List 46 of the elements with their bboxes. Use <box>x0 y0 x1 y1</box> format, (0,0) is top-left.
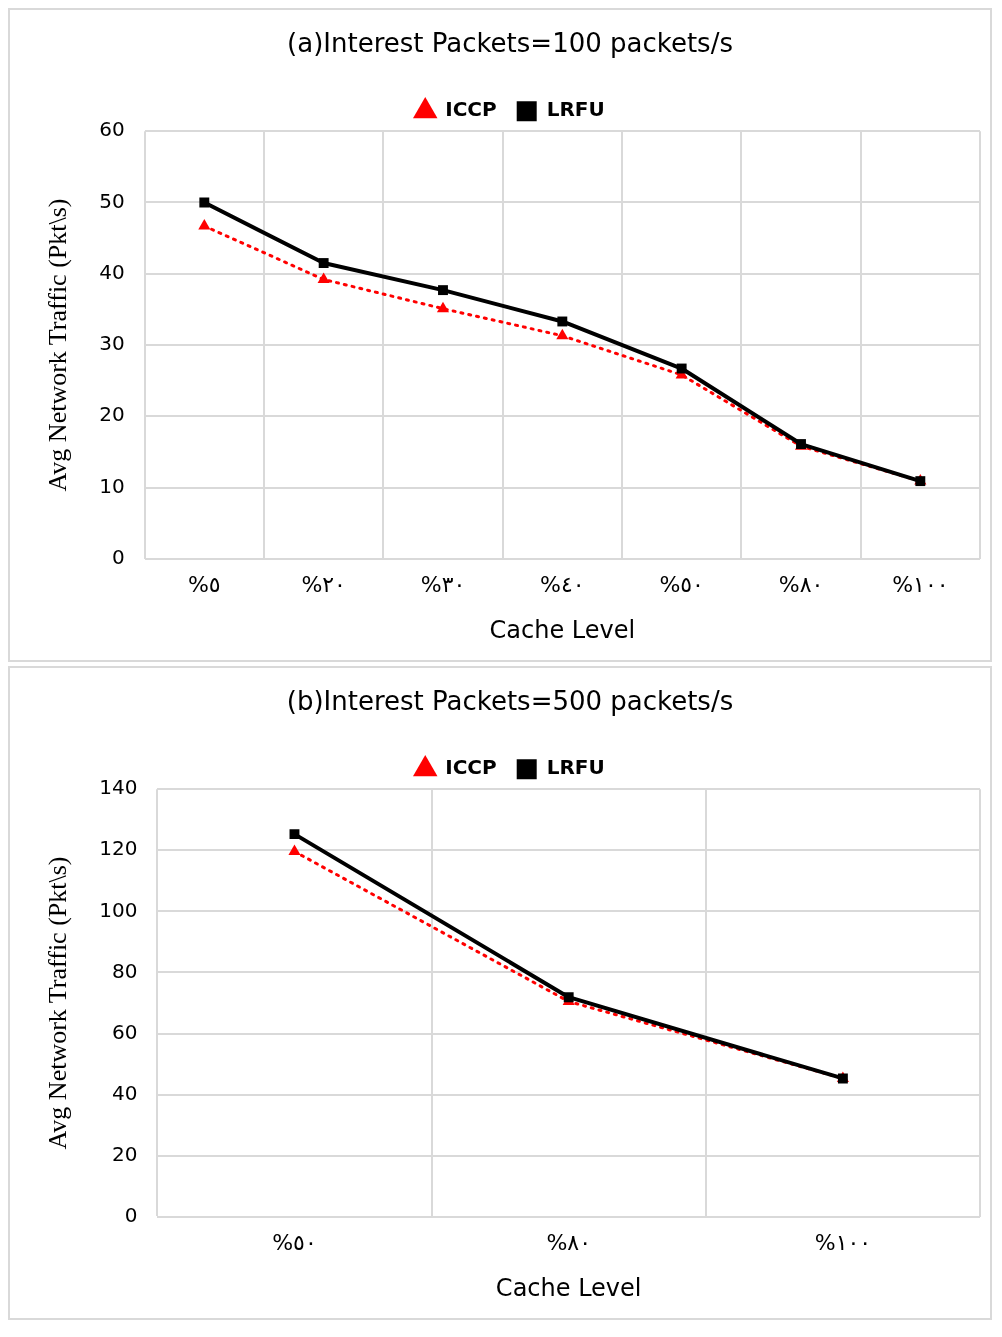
y-tick-label: 60 <box>99 117 125 142</box>
point <box>556 328 569 340</box>
x-tick-label: %٤٠ <box>540 571 585 597</box>
chart-title: (b)Interest Packets=500 packets/s <box>286 686 734 717</box>
x-tick-label: %٥ <box>187 571 221 597</box>
x-tick-label: %٥٠ <box>272 1229 317 1255</box>
y-tick-label: 10 <box>99 473 125 498</box>
y-tick-label: 40 <box>99 259 125 284</box>
chart-title: (a)Interest Packets=100 packets/s <box>287 28 733 59</box>
point <box>288 844 301 856</box>
y-tick-label: 0 <box>111 545 125 569</box>
point <box>676 363 687 374</box>
y-tick-label: 100 <box>99 897 138 922</box>
x-axis-title: Cache Level <box>495 1273 642 1302</box>
y-tick-label: 20 <box>111 1141 138 1166</box>
legend-label: LRFU <box>546 755 605 780</box>
y-tick-label: 30 <box>99 331 125 356</box>
y-tick-label: 120 <box>99 836 138 861</box>
y-tick-label: 50 <box>99 188 125 213</box>
point <box>289 829 300 840</box>
x-tick-label: %١٠٠ <box>814 1229 872 1255</box>
x-tick-label: %١٠٠ <box>892 571 949 597</box>
x-tick-label: %٥٠ <box>659 571 704 597</box>
x-axis-title: Cache Level <box>489 615 636 644</box>
y-tick-label: 40 <box>111 1080 138 1105</box>
legend-label: ICCP <box>445 755 497 780</box>
y-tick-label: 20 <box>99 402 125 427</box>
point <box>199 197 210 208</box>
point <box>198 218 211 230</box>
point <box>557 316 568 327</box>
point <box>438 285 448 296</box>
point <box>318 258 329 268</box>
x-tick-label: %٨٠ <box>546 1229 591 1255</box>
y-tick-label: 140 <box>99 775 138 800</box>
point <box>436 301 450 313</box>
legend-label: ICCP <box>445 97 497 122</box>
y-tick-label: 60 <box>111 1019 138 1044</box>
legend-label: LRFU <box>546 97 605 122</box>
point <box>317 272 330 283</box>
y-axis-title: Avg Network Traffic (Pkt\s) <box>43 856 73 1150</box>
y-tick-label: 0 <box>124 1203 138 1227</box>
y-axis-title: Avg Network Traffic (Pkt\s) <box>43 198 73 492</box>
x-tick-label: %٨٠ <box>778 571 824 597</box>
y-tick-label: 80 <box>111 958 138 983</box>
x-tick-label: %٢٠ <box>301 571 346 597</box>
x-tick-label: %٣٠ <box>420 571 466 597</box>
